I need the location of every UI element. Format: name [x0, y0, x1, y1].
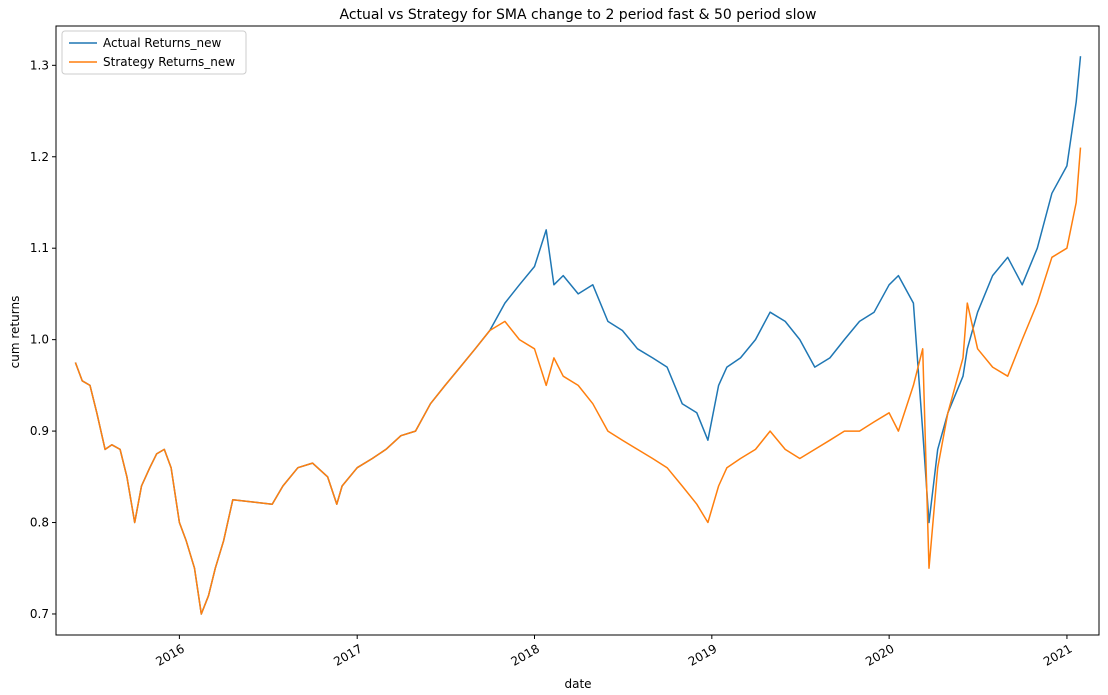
y-tick-label: 1.3	[30, 58, 49, 72]
y-tick-label: 0.7	[30, 607, 49, 621]
legend-label-strategy: Strategy Returns_new	[103, 55, 235, 69]
series-line-strategy-returns	[74, 147, 1082, 615]
legend-box	[61, 30, 247, 75]
y-tick-label: 0.8	[30, 516, 49, 530]
y-tick-label: 1.0	[30, 333, 49, 347]
legend: Actual Returns_new Strategy Returns_new	[61, 30, 247, 75]
x-axis-label: date	[564, 677, 591, 691]
y-axis-label: cum returns	[8, 296, 22, 369]
y-tick-label: 1.2	[30, 150, 49, 164]
legend-label-actual: Actual Returns_new	[103, 36, 221, 50]
y-axis: 0.7 0.8 0.9 1.0 1.1 1.2 1.3	[30, 58, 56, 621]
chart-title: Actual vs Strategy for SMA change to 2 p…	[340, 7, 817, 23]
series-layer	[74, 56, 1082, 615]
y-tick-label: 1.1	[30, 241, 49, 255]
y-tick-label: 0.9	[30, 424, 49, 438]
plot-frame	[55, 25, 1100, 636]
